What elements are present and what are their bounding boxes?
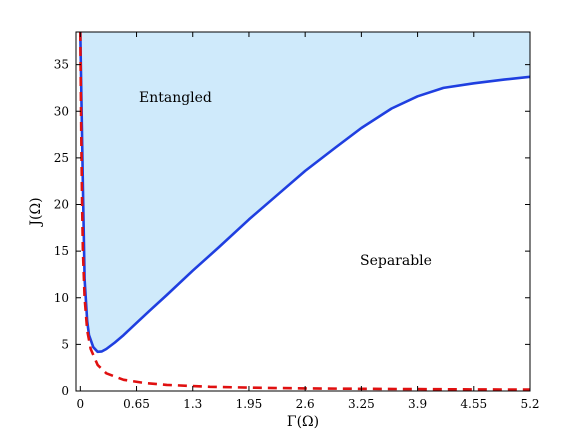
y-tick-label: 10 [54, 291, 69, 305]
y-tick-label: 30 [54, 104, 69, 118]
y-tick-label: 15 [54, 244, 69, 258]
x-tick-label: 1.95 [236, 397, 263, 411]
y-tick-label: 5 [61, 337, 69, 351]
y-tick-label: 35 [54, 58, 69, 72]
x-tick-label: 0.65 [123, 397, 150, 411]
y-axis-label: J(Ω) [28, 197, 44, 227]
separable-region-label: Separable [360, 253, 432, 269]
y-axis-ticks: 0 5 10 15 20 25 30 35 [54, 58, 530, 398]
y-tick-label: 0 [61, 384, 69, 398]
entangled-region-label: Entangled [139, 90, 212, 106]
x-tick-label: 3.25 [348, 397, 375, 411]
x-tick-label: 2.6 [296, 397, 315, 411]
x-tick-label: 0 [77, 397, 85, 411]
y-tick-label: 20 [54, 198, 69, 212]
x-tick-label: 5.2 [520, 397, 539, 411]
y-tick-label: 25 [54, 151, 69, 165]
x-axis-label: Γ(Ω) [287, 414, 319, 430]
x-tick-label: 3.9 [408, 397, 427, 411]
entangled-region [80, 32, 531, 352]
entanglement-boundary-line [79, 31, 531, 354]
x-tick-label: 4.55 [460, 397, 487, 411]
x-tick-label: 1.3 [183, 397, 202, 411]
plot-frame [75, 31, 531, 392]
x-axis-ticks: 0 0.65 1.3 1.95 2.6 3.25 3.9 4.55 5.2 [77, 32, 540, 411]
